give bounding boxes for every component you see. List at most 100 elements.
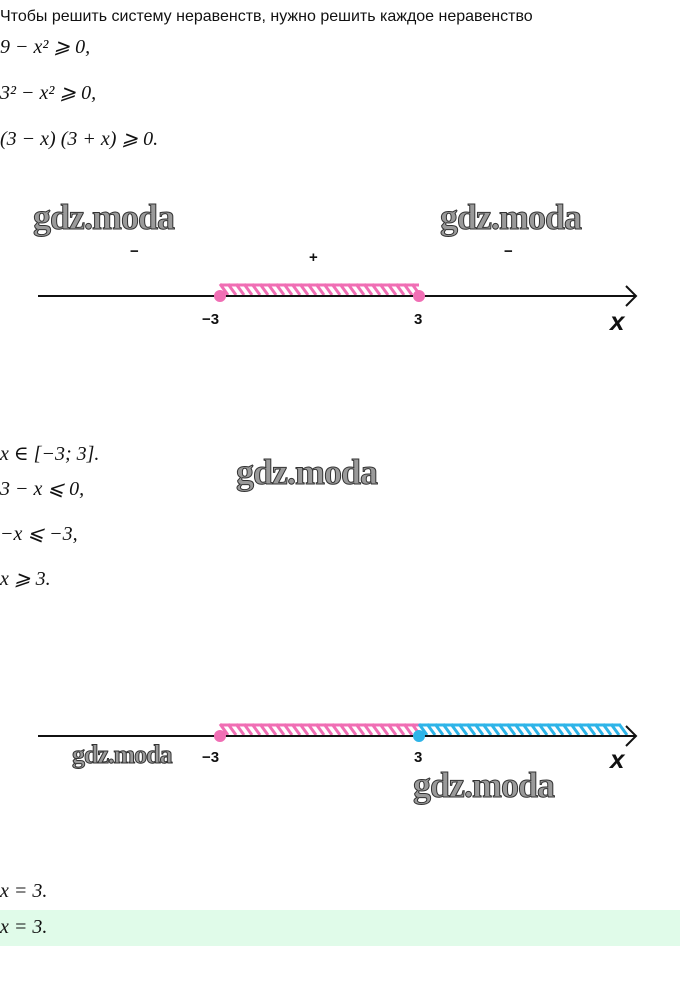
hatch-stroke [457,723,469,736]
hatch-stroke [553,723,565,736]
result: x = 3. [0,880,48,902]
hatch-stroke [370,283,382,296]
hatch-stroke [402,283,414,296]
watermark: gdz.moda [72,740,174,770]
watermark: gdz.moda [235,452,378,493]
arrow-icon [625,725,638,747]
hatch-stroke [234,723,246,736]
hatch-stroke [354,723,366,736]
hatch-stroke [338,283,350,296]
hatch-stroke [378,283,390,296]
math-step: 3² − x² ⩾ 0, [0,82,97,104]
hatch-stroke [250,283,262,296]
hatch-stroke [505,723,517,736]
hatch-stroke [441,723,453,736]
hatch-stroke [346,723,358,736]
hatch-stroke [601,723,613,736]
math-step: x ∈ [−3; 3]. [0,443,100,465]
math-step: (3 − x) (3 + x) ⩾ 0. [0,128,159,150]
axis-label: x [608,744,626,774]
hatch-stroke [593,723,605,736]
hatch-stroke [425,723,437,736]
hatch-stroke [362,723,374,736]
hatch-stroke [489,723,501,736]
hatch-stroke [433,723,445,736]
hatch-stroke [585,723,597,736]
hatch-stroke [370,723,382,736]
hatch-stroke [417,723,429,736]
point-3 [413,290,425,302]
hatch-stroke [378,723,390,736]
hatch-stroke [330,283,342,296]
watermark: gdz.moda [439,197,582,238]
hatch-stroke [481,723,493,736]
label-minus-3: −3 [202,311,219,328]
math-step: 9 − x² ⩾ 0, [0,36,91,58]
hatch-stroke [314,723,326,736]
hatch-stroke [330,723,342,736]
math-step: x ⩾ 3. [0,568,51,590]
hatch-stroke [402,723,414,736]
hatch-stroke [218,723,230,736]
hatch-stroke [609,723,621,736]
math-step: −x ⩽ −3, [0,523,78,545]
hatch-stroke [298,723,310,736]
point-3 [413,730,425,742]
arrow-icon [625,285,638,307]
hatch-stroke [386,723,398,736]
hatch-stroke [250,723,262,736]
answer: x = 3. [0,916,48,938]
number-line-2: −3 3 x [38,723,638,774]
hatch-stroke [322,723,334,736]
intro-text: Чтобы решить систему неравенств, нужно р… [0,8,533,25]
hatch-stroke [234,283,246,296]
answer-box: x = 3. [0,910,680,946]
hatch-blue [417,723,629,736]
hatch-stroke [242,283,254,296]
hatch-stroke [274,283,286,296]
hatch-stroke [577,723,589,736]
hatch-stroke [394,283,406,296]
hatch-stroke [226,283,238,296]
hatch-stroke [306,283,318,296]
hatch-stroke [537,723,549,736]
hatch-stroke [354,283,366,296]
hatch-stroke [226,723,238,736]
hatch-stroke [449,723,461,736]
hatch-stroke [266,723,278,736]
math-step: 3 − x ⩽ 0, [0,478,85,500]
hatch-stroke [322,283,334,296]
hatch-stroke [290,283,302,296]
axis-label: x [608,306,626,336]
hatch-stroke [346,283,358,296]
hatch-stroke [258,723,270,736]
hatch-stroke [521,723,533,736]
hatch-pink [218,723,422,736]
hatch-stroke [394,723,406,736]
point-minus-3 [214,290,226,302]
label-3: 3 [414,749,422,766]
sign-minus: − [504,243,513,260]
watermark: gdz.moda [412,765,555,806]
hatch-stroke [282,723,294,736]
sign-minus: − [130,243,139,260]
hatch-stroke [497,723,509,736]
hatch-stroke [569,723,581,736]
hatch-stroke [242,723,254,736]
hatch-stroke [338,723,350,736]
hatch-stroke [218,283,230,296]
hatch-stroke [306,723,318,736]
hatch-stroke [282,283,294,296]
hatch-stroke [513,723,525,736]
label-minus-3: −3 [202,749,219,766]
hatch-stroke [298,283,310,296]
sign-plus: + [309,249,318,266]
hatch-stroke [617,723,629,736]
watermark: gdz.moda [32,197,175,238]
hatch-pink [218,283,422,296]
hatch-stroke [386,283,398,296]
hatch-stroke [529,723,541,736]
hatch-stroke [545,723,557,736]
hatch-stroke [465,723,477,736]
hatch-stroke [258,283,270,296]
